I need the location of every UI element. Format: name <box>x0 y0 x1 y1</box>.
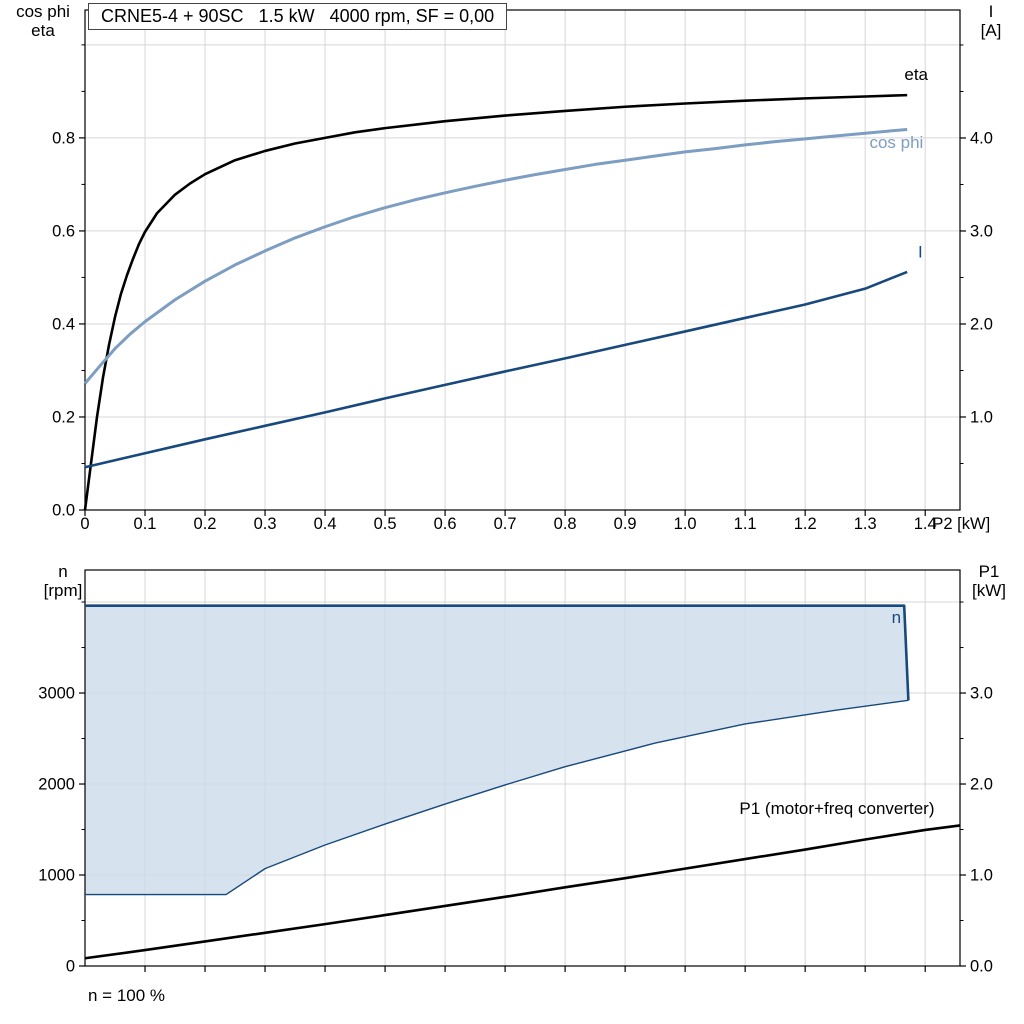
svg-text:0.4: 0.4 <box>52 315 75 333</box>
svg-text:2000: 2000 <box>38 776 75 794</box>
svg-text:cos phi: cos phi <box>869 133 923 152</box>
svg-text:1.3: 1.3 <box>854 515 877 533</box>
svg-text:1.0: 1.0 <box>970 408 993 426</box>
axis-title-right-bottom: P1 [kW] <box>958 562 1020 600</box>
svg-text:I: I <box>918 242 923 261</box>
svg-text:0.0: 0.0 <box>52 502 75 520</box>
svg-text:0.8: 0.8 <box>52 129 75 147</box>
svg-text:P2 [kW]: P2 [kW] <box>932 515 990 533</box>
chart-title: CRNE5-4 + 90SC 1.5 kW 4000 rpm, SF = 0,0… <box>88 3 508 30</box>
axis-title-left-bottom: n [rpm] <box>24 562 102 600</box>
axis-label-cos-phi: cos phi <box>16 2 70 21</box>
svg-text:0.9: 0.9 <box>614 515 637 533</box>
axis-label-speed-unit: [rpm] <box>43 581 83 600</box>
svg-text:0.8: 0.8 <box>554 515 577 533</box>
svg-text:1000: 1000 <box>38 867 75 885</box>
axis-title-right-top: I [A] <box>962 2 1020 40</box>
svg-text:0.4: 0.4 <box>314 515 337 533</box>
svg-text:1.2: 1.2 <box>794 515 817 533</box>
svg-text:1.0: 1.0 <box>970 867 993 885</box>
axis-label-current: I <box>988 2 994 21</box>
svg-text:0.2: 0.2 <box>194 515 217 533</box>
svg-text:eta: eta <box>904 65 928 84</box>
svg-text:2.0: 2.0 <box>970 776 993 794</box>
svg-text:0: 0 <box>80 515 89 533</box>
svg-text:1.0: 1.0 <box>674 515 697 533</box>
svg-text:0.0: 0.0 <box>970 958 993 976</box>
svg-text:1.4: 1.4 <box>914 515 937 533</box>
svg-text:0: 0 <box>66 958 75 976</box>
svg-text:1.1: 1.1 <box>734 515 757 533</box>
svg-text:3.0: 3.0 <box>970 685 993 703</box>
svg-text:n: n <box>892 608 901 627</box>
svg-text:0.3: 0.3 <box>254 515 277 533</box>
axis-title-left-top: cos phi eta <box>4 2 82 40</box>
svg-text:3000: 3000 <box>38 685 75 703</box>
axis-label-eta: eta <box>31 21 55 40</box>
axis-label-current-unit: [A] <box>980 21 1002 40</box>
svg-text:0.7: 0.7 <box>494 515 517 533</box>
svg-text:P1 (motor+freq converter): P1 (motor+freq converter) <box>739 799 934 818</box>
svg-text:2.0: 2.0 <box>970 315 993 333</box>
svg-text:4.0: 4.0 <box>970 129 993 147</box>
svg-text:0.6: 0.6 <box>52 222 75 240</box>
svg-text:0.6: 0.6 <box>434 515 457 533</box>
footnote-speed-percent: n = 100 % <box>88 986 166 1005</box>
axis-label-p1: P1 <box>978 562 1000 581</box>
svg-text:3.0: 3.0 <box>970 222 993 240</box>
axis-label-p1-unit: [kW] <box>972 581 1006 600</box>
axis-label-speed: n <box>58 562 68 581</box>
svg-text:0.5: 0.5 <box>374 515 397 533</box>
svg-text:0.2: 0.2 <box>52 408 75 426</box>
svg-text:0.1: 0.1 <box>134 515 157 533</box>
